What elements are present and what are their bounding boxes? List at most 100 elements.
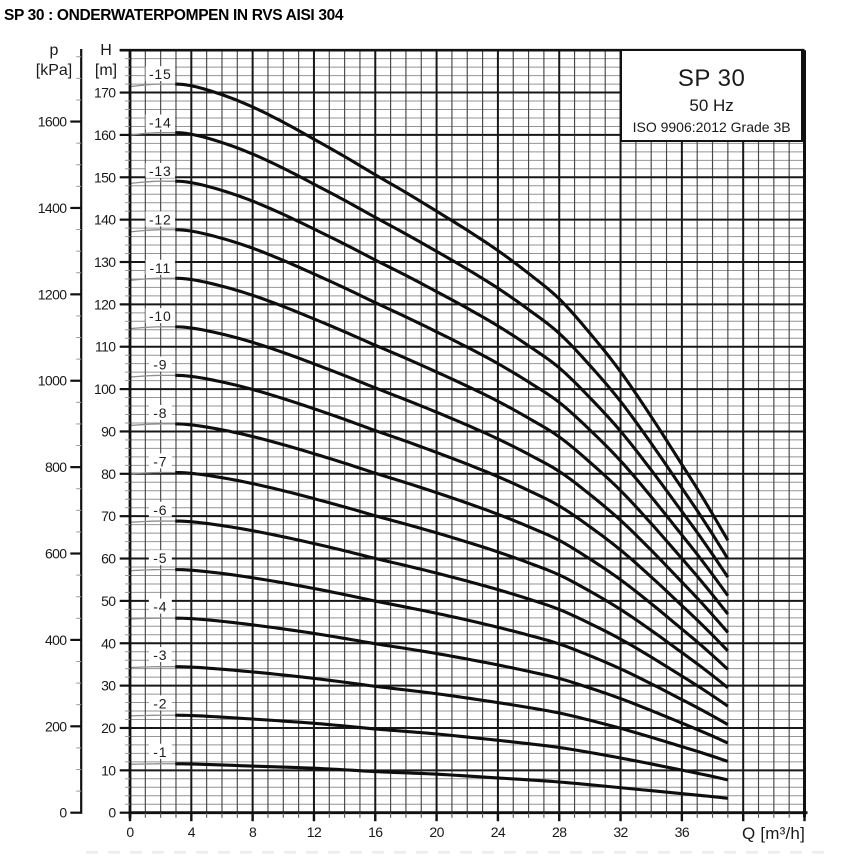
head-tick-label: 50	[101, 593, 116, 609]
flow-tick-label: 4	[188, 824, 196, 840]
head-tick-label: 100	[94, 381, 116, 397]
head-axis-name: H	[100, 42, 112, 59]
flow-tick-label: 32	[613, 824, 628, 840]
head-tick-label: 90	[101, 423, 116, 439]
curve-label--9: -9	[153, 357, 167, 373]
curve-thin--8	[129, 423, 180, 427]
clipped-mark	[350, 851, 362, 854]
grid	[130, 50, 805, 813]
curve--12	[175, 228, 730, 597]
curve-thin--3	[129, 666, 180, 669]
curve-thin--11	[129, 277, 180, 281]
curve-label--8: -8	[153, 405, 167, 421]
clipped-mark	[174, 851, 186, 854]
curve--4	[175, 616, 729, 745]
head-tick-label: 60	[101, 551, 116, 567]
flow-tick-label: 20	[429, 824, 444, 840]
curve-label-halo	[148, 598, 172, 614]
curve-label-halo	[148, 646, 172, 662]
flow-axis-label: Q [m³/h]	[700, 824, 805, 844]
clipped-mark	[636, 851, 648, 854]
clipped-mark	[240, 851, 252, 854]
curve--1	[175, 762, 729, 800]
pressure-tick-label: 1400	[38, 200, 68, 216]
head-tick-label: 170	[94, 85, 116, 101]
clipped-mark	[460, 851, 472, 854]
flow-axis-unit: [m³/h]	[760, 824, 805, 843]
curve-label-halo	[145, 114, 176, 130]
clipped-mark	[284, 851, 296, 854]
clipped-mark	[306, 851, 318, 854]
curve-thin--1	[129, 763, 180, 765]
head-tick-label: 140	[94, 212, 116, 228]
curve-label--4: -4	[153, 599, 167, 615]
head-tick-label: 70	[101, 508, 116, 524]
clipped-mark	[790, 851, 802, 854]
head-tick-label: 160	[94, 127, 116, 143]
page-title: SP 30 : ONDERWATERPOMPEN IN RVS AISI 304	[4, 7, 344, 24]
clipped-mark	[394, 851, 406, 854]
curve-thin--5	[129, 568, 180, 572]
curve--6	[175, 519, 729, 708]
curve--10	[175, 325, 730, 634]
clipped-mark	[724, 851, 736, 854]
curve-label-halo	[145, 211, 176, 227]
curve--8	[175, 422, 729, 671]
curve-label-halo	[145, 308, 176, 324]
curve-label-halo	[145, 66, 176, 82]
curve-thin--12	[129, 229, 180, 233]
pressure-tick-label: 0	[59, 805, 67, 821]
clipped-mark	[614, 851, 626, 854]
head-tick-label: 150	[94, 169, 116, 185]
clipped-mark	[218, 851, 230, 854]
flow-tick-label: 8	[249, 824, 257, 840]
pressure-axis-unit: [kPa]	[35, 61, 73, 79]
clipped-mark	[86, 851, 98, 854]
curve-label-halo	[145, 162, 176, 178]
curve--3	[175, 665, 729, 763]
clipped-mark	[152, 851, 164, 854]
flow-axis-name: Q	[741, 824, 756, 843]
flow-axis: 0 4 8 12 16 20 24 28 32 36	[126, 812, 806, 840]
head-axis-unit: [m]	[94, 61, 118, 79]
curve-label-halo	[148, 695, 172, 711]
clipped-mark	[108, 851, 120, 854]
curve-thin--13	[129, 180, 180, 185]
clipped-mark	[592, 851, 604, 854]
curve-label-halo	[148, 550, 172, 566]
head-tick-label: 130	[94, 254, 116, 270]
curve-label--15: -15	[149, 66, 172, 82]
curve-label-halo	[148, 404, 172, 420]
head-tick-label: 120	[94, 296, 116, 312]
flow-tick-label: 0	[126, 824, 134, 840]
curve-label--11: -11	[149, 260, 171, 276]
clipped-mark	[372, 851, 384, 854]
pressure-tick-label: 1600	[38, 114, 68, 130]
legend-box: SP 30 50 Hz ISO 9906:2012 Grade 3B	[620, 48, 804, 142]
curve-label-halo	[148, 356, 172, 372]
curve-label-halo	[148, 743, 172, 759]
curve-thin--2	[129, 714, 180, 717]
clipped-mark	[504, 851, 516, 854]
head-axis: 0 10 20 30 40 50 60 70 80 90 100 110 120 130 140 150 160…	[94, 49, 130, 821]
pressure-tick-label: 800	[45, 459, 67, 475]
clipped-mark	[482, 851, 494, 854]
legend-standard: ISO 9906:2012 Grade 3B	[632, 119, 791, 136]
flow-tick-label: 28	[552, 824, 567, 840]
curve-label-halo	[145, 259, 176, 275]
clipped-mark	[526, 851, 538, 854]
bottom-clipped-marks	[86, 851, 824, 854]
curve-label--13: -13	[149, 163, 172, 179]
curve--9	[175, 373, 729, 652]
curve-thin--15	[129, 83, 180, 88]
curve--15	[175, 82, 730, 542]
clipped-mark	[658, 851, 670, 854]
curve-labels: -1 -2 -3 -4 -5 -6 -7 -8 -9 -10 -11 -12 -13 -14 -15	[145, 66, 176, 760]
clipped-mark	[680, 851, 692, 854]
clipped-mark	[548, 851, 560, 854]
head-tick-label: 110	[95, 339, 116, 355]
legend-pump-model: SP 30	[677, 64, 746, 92]
clipped-mark	[328, 851, 340, 854]
pressure-tick-label: 400	[45, 632, 67, 648]
